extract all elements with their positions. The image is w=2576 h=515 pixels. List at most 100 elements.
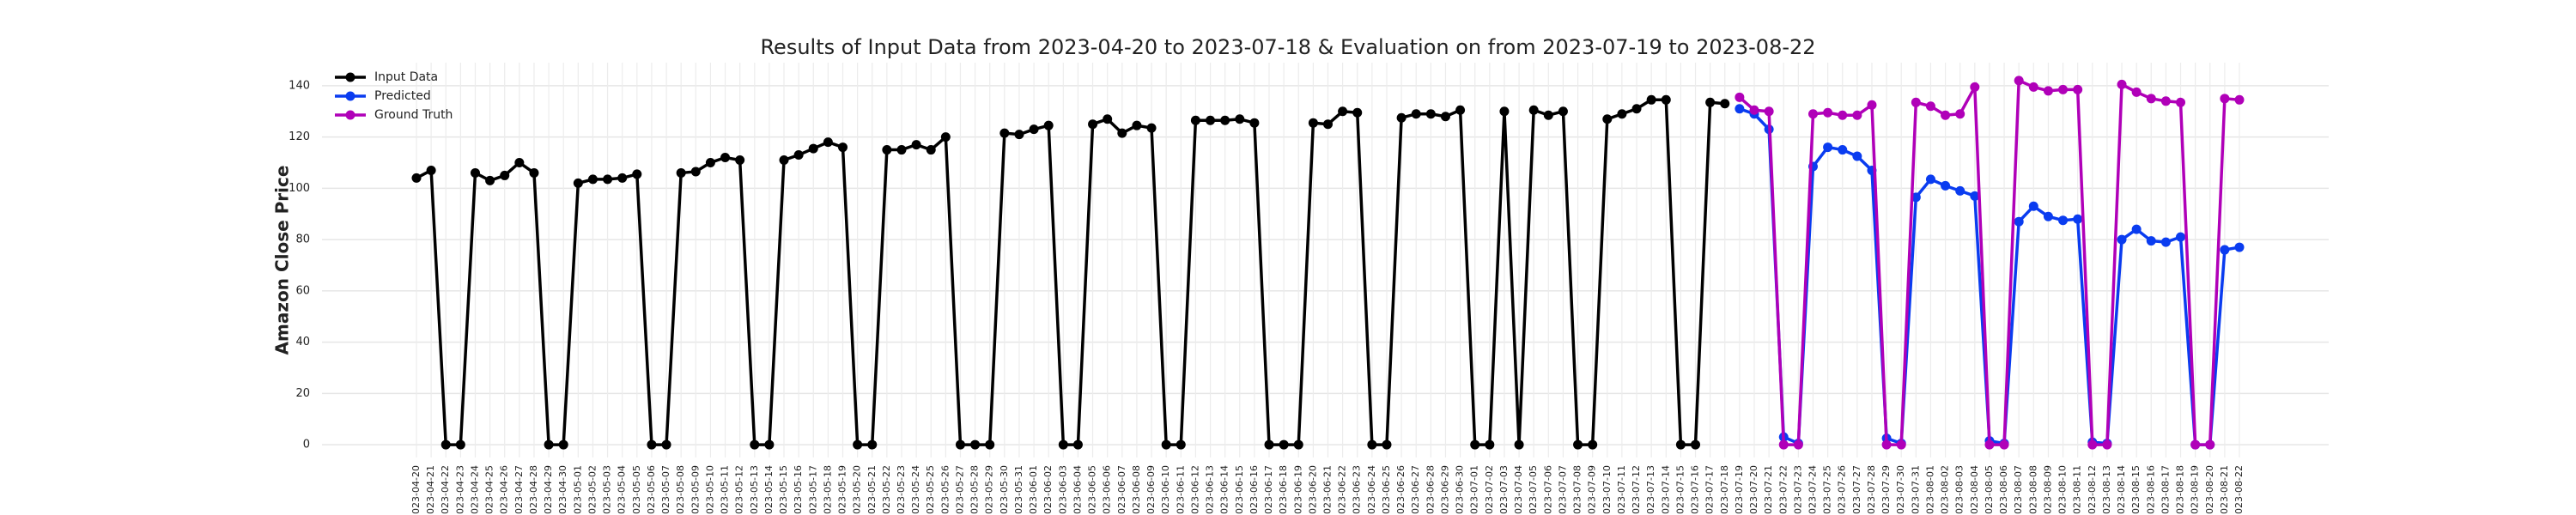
x-tick-label: 2023-08-11 (2072, 465, 2083, 515)
data-point (1058, 439, 1068, 450)
data-point (2058, 215, 2069, 226)
x-tick-label: 2023-05-03 (602, 465, 613, 515)
data-point (926, 145, 936, 155)
data-point (1220, 115, 1230, 125)
data-point (2014, 216, 2024, 227)
data-point (720, 153, 731, 163)
data-point (1838, 145, 1848, 155)
data-point (955, 439, 965, 450)
x-tick-label: 2023-06-19 (1292, 465, 1303, 515)
x-tick-label: 2023-06-11 (1175, 465, 1186, 515)
x-tick-label: 2023-05-19 (837, 465, 848, 515)
data-point (1807, 109, 1818, 119)
x-tick-label: 2023-05-29 (984, 465, 995, 515)
data-point (2117, 79, 2127, 89)
data-point (1867, 100, 1877, 110)
data-point (440, 439, 451, 450)
x-tick-label: 2023-05-21 (866, 465, 878, 515)
x-tick-label: 2023-05-16 (793, 465, 804, 515)
x-tick-label: 2023-08-15 (2130, 465, 2142, 515)
data-point (823, 137, 833, 148)
data-point (485, 175, 495, 185)
data-point (1941, 110, 1951, 120)
data-point (1999, 439, 2009, 450)
data-point (1558, 106, 1568, 117)
x-tick-label: 2023-07-24 (1807, 465, 1818, 515)
data-point (1705, 97, 1716, 107)
x-tick-label: 2023-08-16 (2145, 465, 2156, 515)
data-point (1970, 82, 1980, 92)
legend-marker (345, 91, 355, 101)
data-point (1955, 185, 1965, 196)
y-tick-label: 60 (295, 284, 310, 297)
data-point (1911, 97, 1921, 107)
data-point (1881, 439, 1892, 450)
data-point (1588, 439, 1598, 450)
legend-marker (345, 72, 355, 82)
data-point (1852, 110, 1862, 120)
data-point (1793, 439, 1803, 450)
x-tick-label: 2023-06-16 (1249, 465, 1260, 515)
data-point (1970, 191, 1980, 201)
data-point (1896, 439, 1906, 450)
data-point (1984, 439, 1995, 450)
data-point (1911, 192, 1921, 203)
data-point (2146, 94, 2156, 104)
chart-title: Results of Input Data from 2023-04-20 to… (760, 35, 1815, 59)
data-point (1235, 114, 1245, 124)
x-tick-label: 2023-05-28 (969, 465, 981, 515)
data-point (1925, 101, 1935, 112)
x-tick-label: 2023-07-25 (1822, 465, 1833, 515)
x-tick-label: 2023-05-15 (778, 465, 789, 515)
x-tick-label: 2023-06-08 (1131, 465, 1142, 515)
data-point (1941, 180, 1951, 191)
data-point (603, 174, 613, 185)
legend-label: Ground Truth (374, 108, 453, 122)
data-point (2131, 87, 2142, 97)
x-tick-label: 2023-04-23 (454, 465, 465, 515)
x-tick-label: 2023-05-27 (954, 465, 965, 515)
data-point (1190, 115, 1200, 125)
data-point (1161, 439, 1171, 450)
x-tick-label: 2023-07-15 (1674, 465, 1686, 515)
data-point (2190, 439, 2201, 450)
x-tick-label: 2023-06-21 (1322, 465, 1334, 515)
x-tick-label: 2023-08-04 (1969, 465, 1980, 515)
x-tick-label: 2023-04-24 (469, 465, 480, 515)
x-tick-label: 2023-08-09 (2042, 465, 2053, 515)
data-point (1014, 130, 1024, 140)
x-tick-label: 2023-07-14 (1660, 465, 1671, 515)
x-tick-label: 2023-05-06 (646, 465, 657, 515)
x-tick-label: 2023-06-05 (1087, 465, 1098, 515)
data-point (940, 132, 951, 142)
x-tick-label: 2023-07-16 (1690, 465, 1701, 515)
data-point (853, 439, 863, 450)
data-point (2043, 211, 2053, 221)
x-tick-label: 2023-05-10 (704, 465, 715, 515)
data-point (1778, 439, 1789, 450)
x-tick-label: 2023-04-20 (410, 465, 422, 515)
data-point (1661, 94, 1671, 105)
data-point (1720, 99, 1730, 109)
data-point (1823, 107, 1833, 118)
data-point (1631, 104, 1642, 114)
x-tick-label: 2023-04-22 (440, 465, 451, 515)
data-point (867, 439, 878, 450)
data-point (2234, 94, 2245, 105)
x-tick-label: 2023-08-17 (2160, 465, 2171, 515)
data-point (647, 439, 657, 450)
data-point (1470, 439, 1480, 450)
data-point (529, 167, 539, 178)
data-point (2102, 439, 2112, 450)
x-tick-label: 2023-05-04 (617, 465, 628, 515)
x-tick-label: 2023-04-21 (425, 465, 436, 515)
x-tick-label: 2023-07-03 (1498, 465, 1510, 515)
data-point (632, 169, 642, 179)
data-point (1176, 439, 1186, 450)
data-point (2117, 234, 2127, 245)
data-point (735, 155, 745, 166)
data-point (1925, 174, 1935, 185)
x-tick-label: 2023-08-02 (1940, 465, 1951, 515)
x-tick-label: 2023-08-12 (2087, 465, 2098, 515)
